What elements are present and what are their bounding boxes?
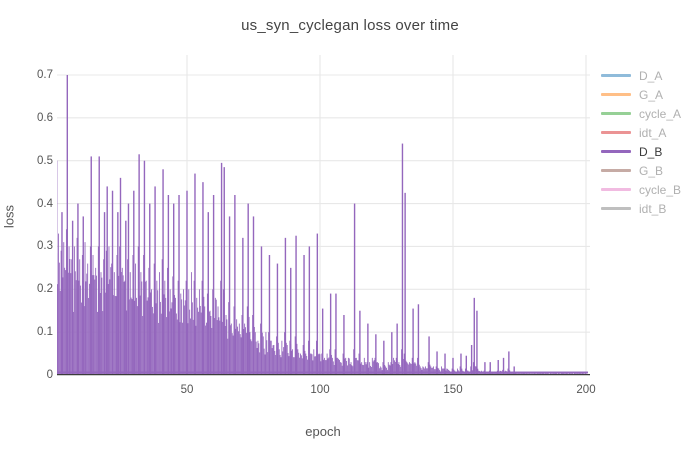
legend-swatch-d-b (601, 149, 631, 154)
x-tick-150: 150 (443, 384, 463, 396)
legend-label: cycle_B (639, 182, 682, 197)
x-axis-label: epoch (305, 424, 341, 439)
legend-swatch-g-a (601, 93, 631, 96)
y-tick-0.5: 0.5 (37, 154, 53, 167)
legend-item-idt-a[interactable]: idt_A (601, 123, 697, 142)
y-tick-0.7: 0.7 (37, 69, 53, 81)
legend-item-d-b[interactable]: D_B (601, 142, 697, 161)
x-tick-200: 200 (576, 384, 596, 396)
legend-label: cycle_A (639, 106, 682, 121)
y-tick-0.1: 0.1 (37, 326, 53, 339)
legend-item-cycle-a[interactable]: cycle_A (601, 104, 697, 123)
y-tick-0.2: 0.2 (37, 283, 53, 296)
y-tick-0.6: 0.6 (37, 111, 53, 124)
legend-swatch-cycle-a (601, 112, 631, 115)
x-tick-100: 100 (310, 384, 330, 396)
legend-label: G_A (639, 87, 664, 102)
legend-item-idt-b[interactable]: idt_B (601, 199, 697, 218)
y-tick-0.3: 0.3 (37, 240, 53, 253)
legend-item-g-a[interactable]: G_A (601, 85, 697, 104)
legend-label: idt_A (639, 125, 667, 140)
legend-item-d-a[interactable]: D_A (601, 66, 697, 85)
chart-title: us_syn_cyclegan loss over time (241, 17, 459, 34)
legend-label: D_B (639, 144, 663, 159)
legend-label: D_A (639, 68, 663, 83)
y-tick-0.4: 0.4 (37, 197, 53, 210)
legend-swatch-g-b (601, 169, 631, 172)
legend-swatch-idt-a (601, 131, 631, 134)
legend-item-g-b[interactable]: G_B (601, 161, 697, 180)
y-tick-0: 0 (46, 369, 53, 381)
legend-label: G_B (639, 163, 664, 178)
legend-swatch-cycle-b (601, 188, 631, 191)
legend: D_A G_A cycle_A idt_A D_B G_B cycle_B i (601, 66, 697, 218)
legend-swatch-idt-b (601, 207, 631, 210)
legend-item-cycle-b[interactable]: cycle_B (601, 180, 697, 199)
legend-swatch-d-a (601, 74, 631, 77)
x-tick-50: 50 (180, 384, 194, 396)
legend-label: idt_B (639, 201, 667, 216)
